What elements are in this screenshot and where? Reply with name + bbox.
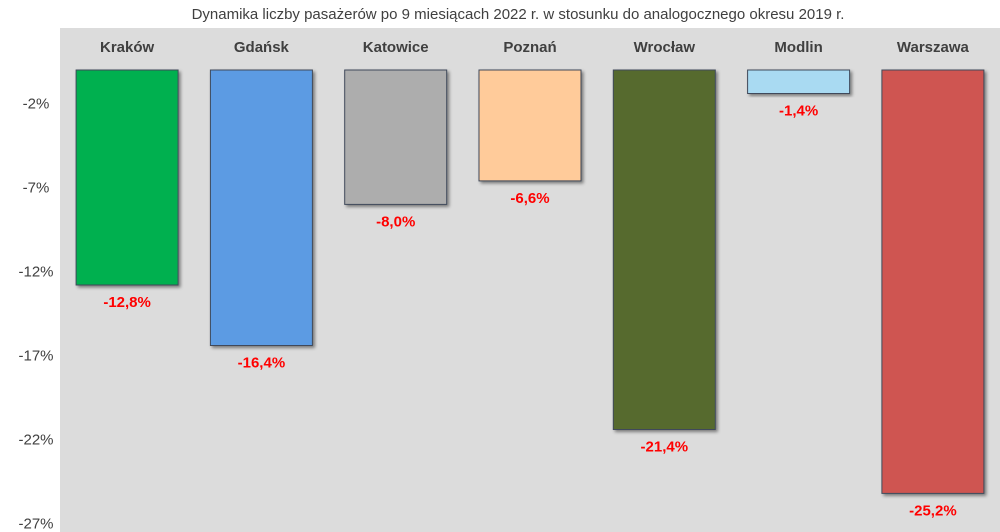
category-labels: Kraków Gdańsk Katowice Poznań Wrocław Modlin W… xyxy=(100,39,970,56)
bar xyxy=(612,69,716,430)
y-tick-label: -2% xyxy=(23,96,50,113)
bar xyxy=(209,69,313,346)
y-tick-label: -12% xyxy=(18,264,53,281)
category-label: Wrocław xyxy=(634,39,696,56)
category-label: Gdańsk xyxy=(234,39,290,56)
chart-title: Dynamika liczby pasażerów po 9 miesiącac… xyxy=(192,6,845,23)
bar xyxy=(344,69,448,205)
category-label: Kraków xyxy=(100,39,155,56)
bar xyxy=(478,69,582,182)
y-tick-label: -17% xyxy=(18,348,53,365)
category-label: Warszawa xyxy=(897,39,970,56)
bar xyxy=(747,69,851,94)
data-label: -16,4% xyxy=(238,355,286,372)
y-tick-label: -22% xyxy=(18,432,53,449)
data-labels: -12,8% -16,4% -8,0% -6,6% -21,4% -1,4% -25,2% xyxy=(103,103,956,520)
y-axis-ticks: -2% -7% -12% -17% -22% -27% xyxy=(18,96,53,532)
y-tick-label: -27% xyxy=(18,516,53,532)
data-label: -25,2% xyxy=(909,502,957,519)
data-label: -12,8% xyxy=(103,294,151,311)
data-label: -6,6% xyxy=(510,190,549,207)
data-label: -1,4% xyxy=(779,103,818,120)
bar xyxy=(881,69,985,494)
y-tick-label: -7% xyxy=(23,180,50,197)
bar xyxy=(75,69,179,286)
data-label: -8,0% xyxy=(376,213,415,230)
category-label: Poznań xyxy=(503,39,556,56)
category-label: Modlin xyxy=(774,39,822,56)
category-label: Katowice xyxy=(363,39,429,56)
bars xyxy=(75,69,985,494)
data-label: -21,4% xyxy=(641,439,689,456)
